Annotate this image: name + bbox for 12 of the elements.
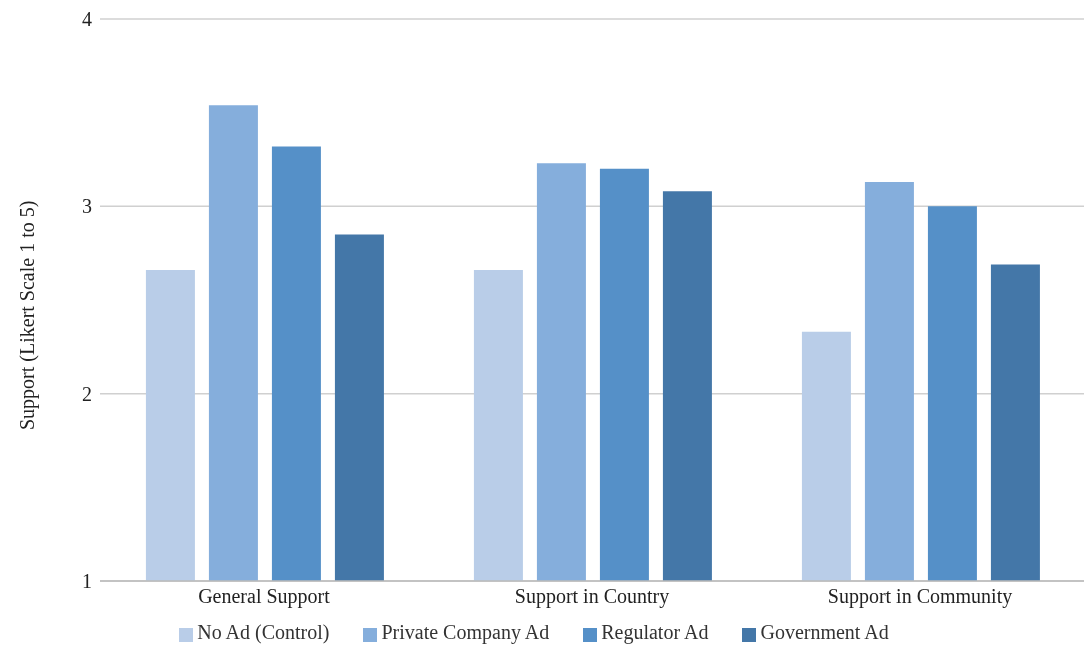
legend-label: Government Ad <box>760 621 889 643</box>
y-tick-label: 3 <box>82 195 92 218</box>
legend-label: No Ad (Control) <box>197 621 330 643</box>
x-tick-label: Support in Community <box>827 585 1013 609</box>
x-tick-label: Support in Country <box>514 585 670 609</box>
legend-label: Regulator Ad <box>601 621 709 643</box>
y-axis-title: Support (Likert Scale 1 to 5) <box>16 200 40 430</box>
y-tick-label: 2 <box>82 382 92 405</box>
y-tick-label: 4 <box>82 8 92 31</box>
x-tick-label: General Support <box>198 585 331 609</box>
y-tick-label: 1 <box>82 570 92 593</box>
legend-label: Private Company Ad <box>381 621 550 643</box>
